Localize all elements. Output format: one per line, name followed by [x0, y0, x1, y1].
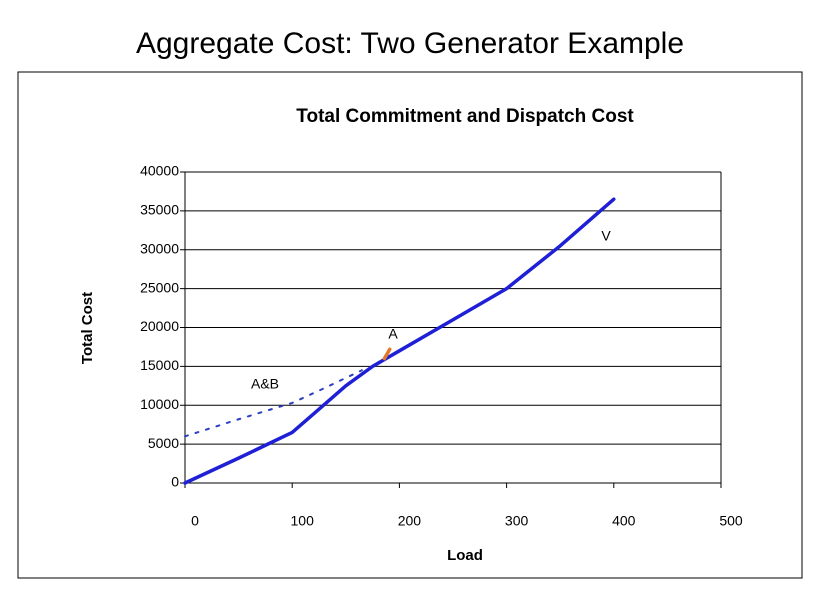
x-tick-label: 400 — [612, 513, 636, 529]
x-tick-label: 200 — [398, 513, 422, 529]
y-tick-label: 10000 — [140, 396, 179, 412]
series-line — [382, 347, 392, 361]
x-axis-label: Load — [447, 547, 483, 564]
x-tick-label: 300 — [505, 513, 529, 529]
y-axis-label: Total Cost — [79, 292, 96, 364]
series-line — [183, 197, 616, 485]
slide-title: Aggregate Cost: Two Generator Example — [136, 27, 684, 60]
y-tick-label: 30000 — [140, 240, 179, 256]
y-tick-label: 35000 — [140, 202, 179, 218]
y-tick-label: 40000 — [140, 163, 179, 179]
series-line — [184, 369, 363, 438]
y-tick-label: 15000 — [140, 357, 179, 373]
y-tick-label: 5000 — [148, 435, 179, 451]
y-tick-label: 25000 — [140, 279, 179, 295]
annotation: A — [388, 326, 398, 342]
x-tick-label: 100 — [291, 513, 315, 529]
chart-frame — [17, 71, 803, 579]
y-tick-label: 20000 — [140, 318, 179, 334]
annotation: A&B — [251, 376, 279, 392]
chart-title: Total Commitment and Dispatch Cost — [296, 106, 634, 127]
annotation: V — [601, 228, 611, 244]
x-tick-label: 0 — [191, 513, 199, 529]
x-tick-label: 500 — [719, 513, 743, 529]
y-tick-label: 0 — [171, 474, 179, 490]
